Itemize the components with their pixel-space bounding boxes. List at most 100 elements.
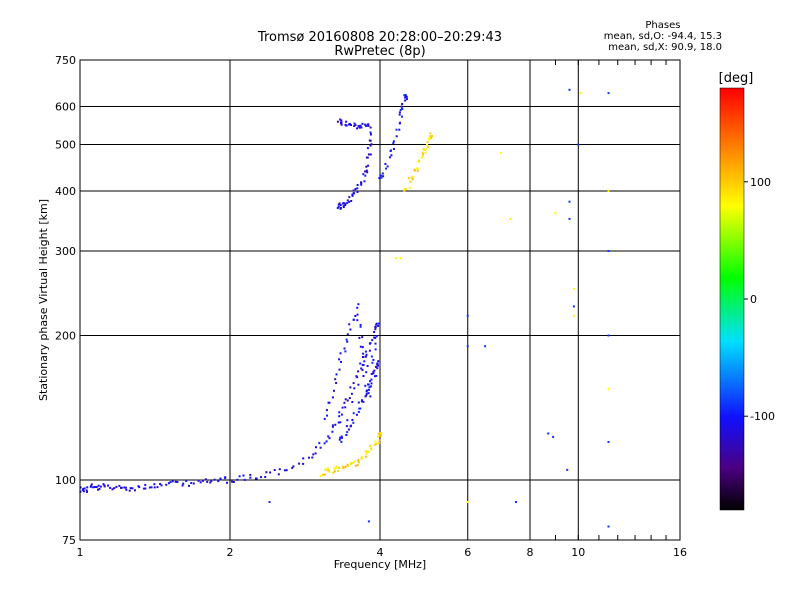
data-point <box>362 123 364 125</box>
data-point <box>366 390 368 392</box>
data-point <box>369 350 371 352</box>
data-point <box>336 466 338 468</box>
data-point <box>346 431 348 433</box>
data-point <box>118 485 120 487</box>
data-point <box>360 346 362 348</box>
data-point <box>362 356 364 358</box>
data-point <box>608 441 610 443</box>
data-point <box>115 486 117 488</box>
data-point <box>366 453 368 455</box>
data-point <box>368 392 370 394</box>
x-axis-label: Frequency [MHz] <box>334 558 426 571</box>
data-point <box>374 326 376 328</box>
data-point <box>428 137 430 139</box>
data-point <box>343 402 345 404</box>
data-point <box>349 329 351 331</box>
data-point <box>96 486 98 488</box>
data-point <box>360 326 362 328</box>
data-point <box>374 444 376 446</box>
data-point <box>359 363 361 365</box>
data-point <box>429 132 431 134</box>
data-point <box>357 184 359 186</box>
data-point <box>356 127 358 129</box>
data-point <box>354 460 356 462</box>
data-point <box>269 472 271 474</box>
data-point <box>350 425 352 427</box>
data-point <box>98 488 100 490</box>
data-point <box>566 469 568 471</box>
data-point <box>398 129 400 131</box>
data-point <box>190 482 192 484</box>
colorbar-label: [deg] <box>719 71 754 86</box>
data-point <box>370 127 372 129</box>
data-point <box>367 365 369 367</box>
trace-o-mode-spread <box>324 303 380 443</box>
data-point <box>355 465 357 467</box>
data-point <box>347 333 349 335</box>
data-point <box>198 480 200 482</box>
data-point <box>284 469 286 471</box>
data-point <box>390 154 392 156</box>
data-point <box>357 370 359 372</box>
data-point <box>401 103 403 105</box>
data-point <box>373 370 375 372</box>
data-point <box>265 471 267 473</box>
y-axis-label: Stationary phase Virtual Height [km] <box>37 199 50 401</box>
data-point <box>342 203 344 205</box>
data-point <box>367 165 369 167</box>
data-point <box>363 364 365 366</box>
data-point <box>362 401 364 403</box>
data-point <box>375 366 377 368</box>
data-point <box>315 452 317 454</box>
data-point <box>332 424 334 426</box>
data-point <box>193 483 195 485</box>
data-point <box>368 451 370 453</box>
data-point <box>429 135 431 137</box>
data-point <box>395 257 397 259</box>
data-point <box>376 335 378 337</box>
data-point <box>382 175 384 177</box>
trace-scatter-x <box>395 92 610 503</box>
data-point <box>182 483 184 485</box>
grid-lines <box>80 60 680 540</box>
data-point <box>370 140 372 142</box>
data-point <box>393 140 395 142</box>
data-point <box>365 371 367 373</box>
data-point <box>243 475 245 477</box>
data-point <box>357 384 359 386</box>
data-point <box>214 479 216 481</box>
data-point <box>350 200 352 202</box>
data-point <box>372 359 374 361</box>
data-point <box>367 147 369 149</box>
data-point <box>121 487 123 489</box>
data-point <box>344 203 346 205</box>
y-tick-label: 500 <box>55 139 76 152</box>
data-point <box>340 119 342 121</box>
data-point <box>350 463 352 465</box>
y-tick-label: 750 <box>55 54 76 67</box>
data-point <box>279 468 281 470</box>
data-point <box>365 125 367 127</box>
data-point <box>82 488 84 490</box>
data-point <box>369 342 371 344</box>
data-point <box>467 501 469 503</box>
data-point <box>370 154 372 156</box>
data-point <box>326 440 328 442</box>
data-point <box>302 463 304 465</box>
data-point <box>608 190 610 192</box>
data-point <box>83 490 85 492</box>
data-point <box>333 390 335 392</box>
data-point <box>320 475 322 477</box>
data-point <box>360 324 362 326</box>
data-point <box>324 468 326 470</box>
data-point <box>360 182 362 184</box>
data-point <box>399 123 401 125</box>
data-point <box>371 356 373 358</box>
data-point <box>346 339 348 341</box>
data-point <box>411 177 413 179</box>
data-point <box>98 485 100 487</box>
data-point <box>393 148 395 150</box>
data-point <box>311 457 313 459</box>
data-point <box>417 170 419 172</box>
data-point <box>144 488 146 490</box>
